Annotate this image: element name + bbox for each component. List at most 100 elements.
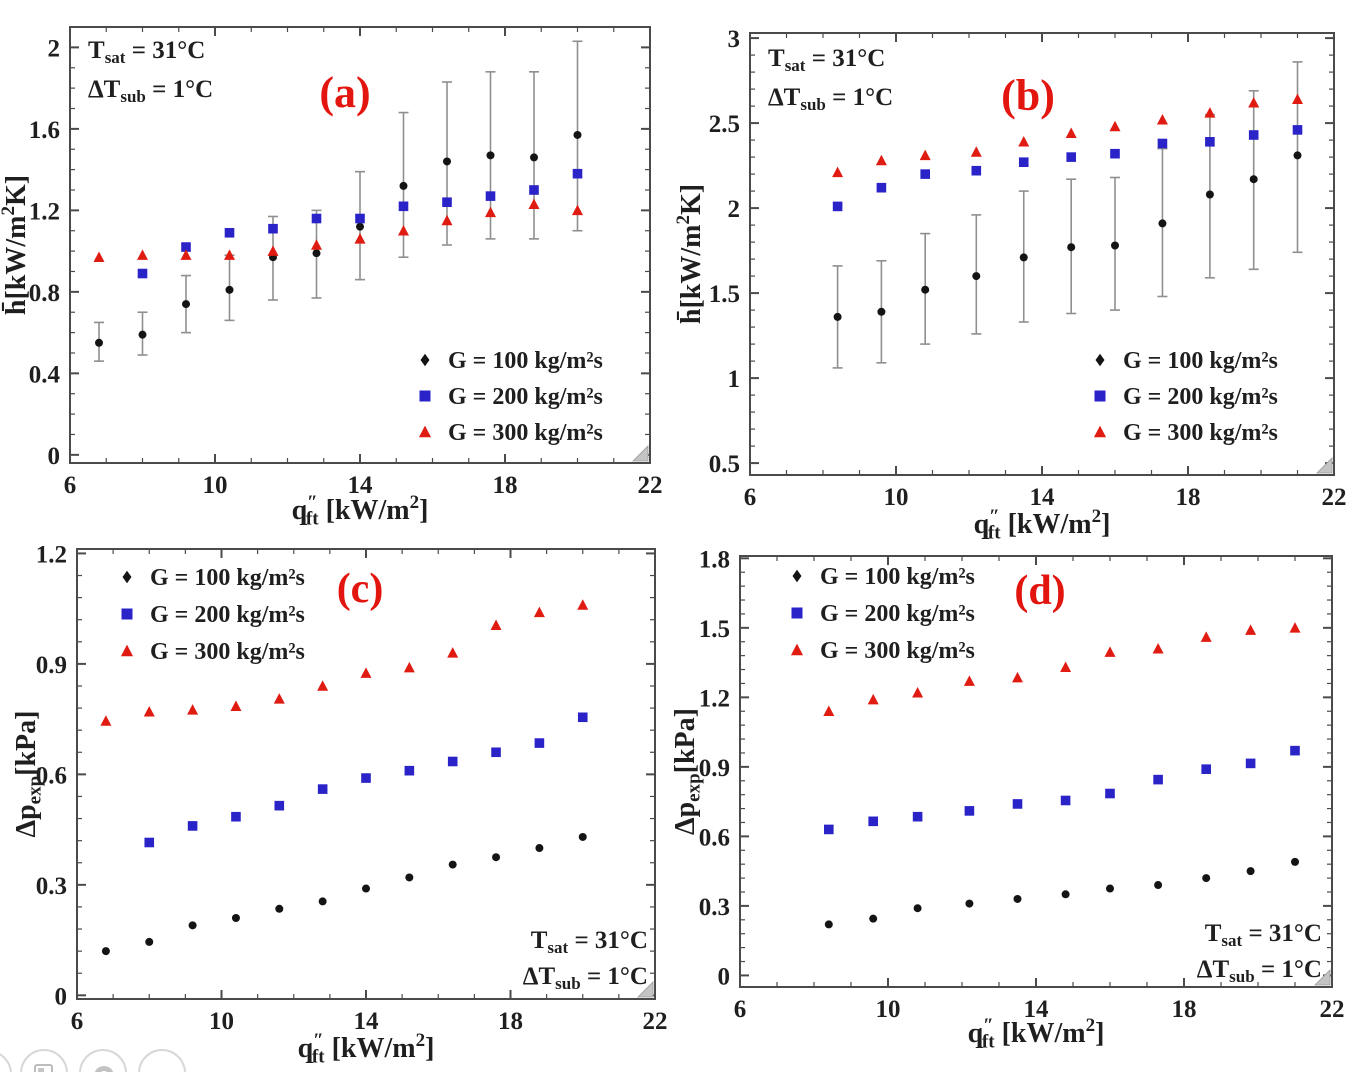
data-point-marker-dot [1158,219,1167,228]
data-point-marker-triangle [867,693,879,705]
annotation-d-1: ΔTsub = 1°C [1197,956,1322,986]
data-point-marker-square [187,821,198,831]
arc-icon [94,1066,114,1072]
annotation-a-0: Tsat = 31°C [88,37,205,67]
data-point-marker-square [1018,157,1029,167]
data-point-marker-dot [573,130,582,139]
y-tick-label: 0.8 [29,280,60,307]
data-point-marker-dot [913,904,922,913]
data-point-marker-triangle [1018,136,1030,147]
y-tick-label: 0.4 [29,361,61,388]
data-point-marker-square [419,390,431,402]
y-tick-label: 0.6 [36,762,67,789]
data-point-marker-square [868,816,878,827]
series-200 [137,168,583,279]
data-point-marker-dot [972,272,981,281]
x-tick-label: 10 [884,484,909,511]
x-tick-label: 18 [498,1008,523,1035]
data-point-marker-triangle [100,715,112,726]
data-point-marker-square [1066,152,1076,162]
data-point-marker-dot [1154,881,1163,890]
data-point-marker-square [1153,774,1163,785]
data-point-marker-triangle [1065,127,1077,139]
data-point-marker-dot [145,937,154,946]
series-100 [833,151,1302,321]
panel-label-d: (d) [1014,568,1065,614]
y-tick-label: 1.6 [29,117,60,144]
y-tick-label: 0 [718,963,731,990]
data-point-marker-triangle [187,704,199,715]
data-point-marker-square [971,165,982,176]
data-point-marker-dot [1246,867,1255,876]
data-point-marker-triangle [1245,624,1257,635]
x-tick-label: 10 [876,996,901,1023]
data-point-marker-dot [95,338,103,347]
data-point-marker-square [317,784,328,794]
data-point-marker-dot [1293,151,1302,160]
series-300 [93,198,583,262]
data-point-marker-square [121,608,133,620]
x-tick-label: 14 [348,472,374,499]
data-point-marker-dot [492,853,501,862]
legend-label: G = 300 kg/m²s [150,639,305,665]
data-point-marker-triangle [1204,107,1216,118]
data-point-marker-dot [1067,243,1076,252]
corner-triangle [1316,457,1333,474]
data-point-marker-triangle [577,599,589,610]
data-point-marker-triangle [224,249,235,260]
x-tick-label: 10 [203,472,228,499]
data-point-marker-square [791,607,803,619]
data-point-marker-square [1290,745,1300,756]
data-point-marker-triangle [1200,631,1212,642]
data-point-marker-square [442,197,452,208]
legend-a: G = 100 kg/m²s G = 200 kg/m²s G = 300 kg/m… [418,348,603,446]
data-point-marker-square [912,811,923,822]
data-point-marker-triangle [180,249,192,260]
data-point-marker-square [1060,795,1071,806]
x-tick-label: 22 [1322,484,1347,511]
chart-panel-d: 6 10 14 18 22 0 0.3 0.6 0.9 1.2 1.5 1.8 q″ ft [kW/m2]… [670,546,1345,1052]
data-point-marker-triangle [1152,642,1164,654]
data-point-marker-square [1205,137,1215,147]
annotation-d-0: Tsat = 31°C [1205,920,1322,950]
series-200 [832,125,1303,212]
data-point-marker-dot [1013,894,1022,903]
panel-label-c: (c) [337,566,384,612]
series-200 [144,712,588,848]
y-tick-label: 0.6 [699,824,730,851]
data-point-marker-triangle [823,705,835,717]
data-point-marker-triangle [1093,425,1107,438]
data-point-marker-dot [275,904,284,913]
data-point-marker-square [1248,130,1259,140]
x-tick-label: 22 [643,1008,668,1035]
y-axis-label-c: Δpexp[kPa] [11,711,46,838]
y-tick-label: 1.8 [699,546,730,573]
y-tick-label: 1 [728,366,741,393]
data-point-marker-dot [405,873,414,882]
data-point-marker-triangle [1156,113,1168,125]
x-axis-label-c: q″ ft [kW/m2] [298,1030,435,1068]
legend-label: G = 200 kg/m²s [448,384,603,410]
legend-label: G = 200 kg/m²s [1123,384,1278,410]
legend-label: G = 300 kg/m²s [448,420,603,446]
x-axis-label-b: q″ ft [kW/m2] [974,506,1111,544]
x-tick-label: 18 [1172,996,1197,1023]
data-point-marker-triangle [418,425,432,438]
y-tick-label: 0 [55,983,68,1010]
x-tick-label: 22 [1320,996,1345,1023]
data-point-marker-dot [824,920,833,929]
data-point-marker-triangle [490,619,502,630]
data-point-marker-dot [921,285,930,294]
chart-panel-a: 6 10 14 18 22 0 0.4 0.8 1.2 1.6 2 q″ ft [kW/m2] h̄[kW… [0,26,663,530]
data-point-marker-triangle [832,166,844,178]
data-point-marker-dot [1205,190,1214,199]
data-point-marker-square [1201,764,1211,774]
corner-triangle [632,445,649,462]
data-point-marker-triangle [963,675,975,686]
annotation-c-0: Tsat = 31°C [531,927,648,957]
data-point-marker-square [1094,390,1106,402]
data-point-marker-dot [1106,884,1114,893]
data-point-marker-triangle [317,680,329,691]
data-point-marker-dot [877,307,886,316]
